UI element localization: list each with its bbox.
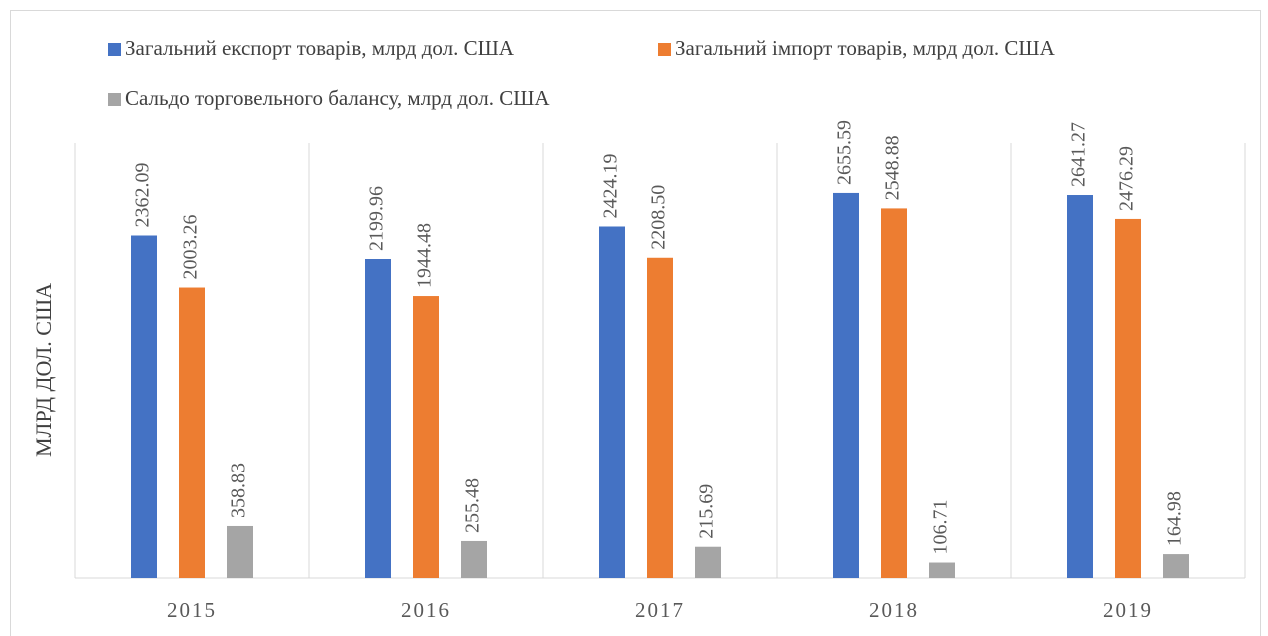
x-tick-label: 2016 [401,598,451,622]
bar [1115,218,1141,579]
bar [929,562,955,578]
bar [365,259,391,578]
data-label: 2641.27 [1068,122,1090,187]
data-label: 164.98 [1164,491,1186,546]
bar [881,208,907,578]
data-label: 2362.09 [132,162,154,227]
data-label: 2655.59 [834,120,856,185]
x-tick-label: 2018 [869,598,919,622]
legend-label: Загальний імпорт товарів, млрд дол. США [675,36,1056,60]
bar [695,546,721,578]
data-label: 2548.88 [882,135,904,200]
data-label: 1944.48 [414,223,436,288]
data-label: 358.83 [228,463,250,518]
y-axis-label: МЛРД ДОЛ. США [31,283,56,457]
data-label: 215.69 [696,484,718,539]
data-label: 2424.19 [600,153,622,218]
data-label: 2476.29 [1116,146,1138,211]
x-tick-label: 2015 [167,598,217,622]
data-label: 2208.50 [648,185,670,250]
bar [461,540,487,578]
data-label: 2003.26 [180,215,202,280]
legend-label: Загальний експорт товарів, млрд дол. США [125,36,515,60]
bar [1163,554,1189,578]
x-tick-label: 2017 [635,598,685,622]
x-tick-label: 2019 [1103,598,1153,622]
bar [599,226,625,579]
bar [833,192,859,578]
legend-label: Сальдо торговельного балансу, млрд дол. … [125,86,550,110]
data-label: 2199.96 [366,186,388,251]
chart-border [10,10,1261,636]
legend-swatch [108,43,121,56]
data-label: 255.48 [462,478,484,533]
bar [131,235,157,578]
legend-swatch [658,43,671,56]
data-label: 106.71 [930,500,952,555]
bar [413,296,439,578]
legend-swatch [108,93,121,106]
bar [227,525,253,578]
bar [647,257,673,578]
bar [179,287,205,578]
bar [1067,195,1093,578]
